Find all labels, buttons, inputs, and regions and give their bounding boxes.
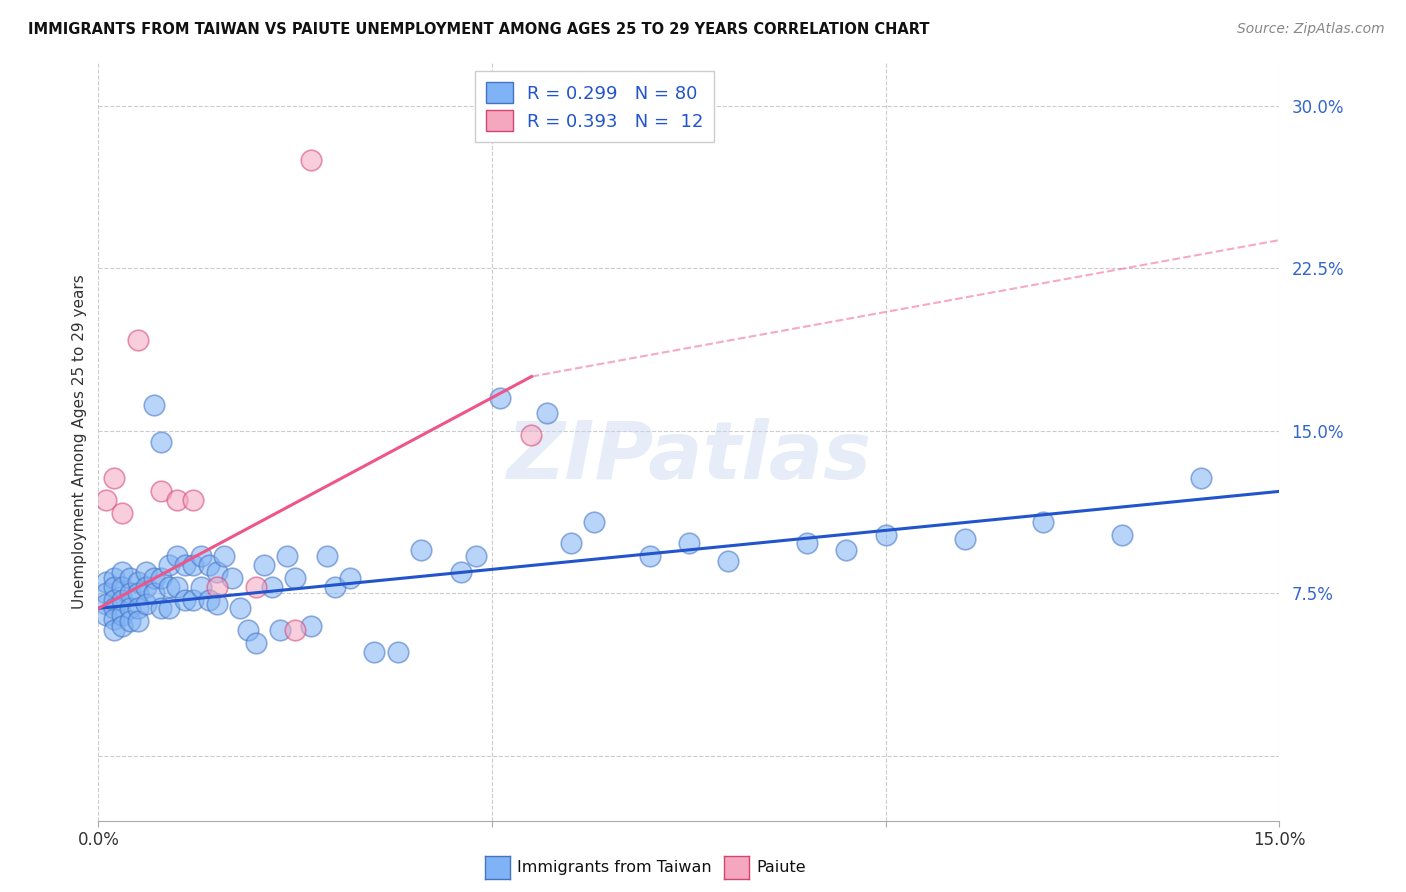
Point xyxy=(638,549,661,564)
Point xyxy=(157,601,180,615)
Point xyxy=(96,586,118,600)
Point xyxy=(135,565,157,579)
Point xyxy=(253,558,276,572)
Text: IMMIGRANTS FROM TAIWAN VS PAIUTE UNEMPLOYMENT AMONG AGES 25 TO 29 YEARS CORRELAT: IMMIGRANTS FROM TAIWAN VS PAIUTE UNEMPLO… xyxy=(28,22,929,37)
Point xyxy=(127,615,149,629)
Point xyxy=(96,607,118,622)
Point xyxy=(205,580,228,594)
Point xyxy=(174,558,197,572)
Point xyxy=(181,493,204,508)
Point xyxy=(166,549,188,564)
Point xyxy=(299,618,322,632)
Point xyxy=(299,153,322,167)
Point xyxy=(118,615,141,629)
Point xyxy=(315,549,337,564)
Point xyxy=(205,565,228,579)
Point xyxy=(103,592,125,607)
Point xyxy=(135,580,157,594)
Point xyxy=(150,571,173,585)
Point xyxy=(197,592,219,607)
Point xyxy=(450,565,472,579)
Point xyxy=(166,580,188,594)
Point xyxy=(111,565,134,579)
Point xyxy=(411,542,433,557)
Point xyxy=(181,592,204,607)
Point xyxy=(157,580,180,594)
Point xyxy=(236,623,259,637)
Point xyxy=(166,493,188,508)
Point xyxy=(363,645,385,659)
Point xyxy=(118,586,141,600)
Point xyxy=(717,554,740,568)
Point xyxy=(111,618,134,632)
Y-axis label: Unemployment Among Ages 25 to 29 years: Unemployment Among Ages 25 to 29 years xyxy=(72,274,87,609)
Point xyxy=(190,580,212,594)
Point xyxy=(103,612,125,626)
Point xyxy=(103,623,125,637)
Point xyxy=(103,571,125,585)
Point xyxy=(269,623,291,637)
Point xyxy=(560,536,582,550)
Point xyxy=(678,536,700,550)
Point xyxy=(150,601,173,615)
Point xyxy=(489,391,512,405)
Point xyxy=(118,601,141,615)
Point xyxy=(1189,471,1212,485)
Point xyxy=(214,549,236,564)
Point xyxy=(245,636,267,650)
Point xyxy=(111,592,134,607)
Point xyxy=(520,428,543,442)
Text: Paiute: Paiute xyxy=(756,861,806,875)
Point xyxy=(387,645,409,659)
Point xyxy=(96,597,118,611)
Point xyxy=(118,571,141,585)
Point xyxy=(103,580,125,594)
Point xyxy=(229,601,252,615)
Point xyxy=(536,406,558,420)
Point xyxy=(111,506,134,520)
Point xyxy=(221,571,243,585)
Point xyxy=(465,549,488,564)
Text: ZIPatlas: ZIPatlas xyxy=(506,417,872,496)
Point xyxy=(197,558,219,572)
Point xyxy=(111,607,134,622)
Point xyxy=(174,592,197,607)
Point xyxy=(103,471,125,485)
Legend: R = 0.299   N = 80, R = 0.393   N =  12: R = 0.299 N = 80, R = 0.393 N = 12 xyxy=(475,71,714,142)
Point xyxy=(284,623,307,637)
Point xyxy=(127,575,149,590)
Text: Source: ZipAtlas.com: Source: ZipAtlas.com xyxy=(1237,22,1385,37)
Point xyxy=(142,586,165,600)
Point xyxy=(150,434,173,449)
Point xyxy=(323,580,346,594)
Point xyxy=(103,601,125,615)
Point xyxy=(181,558,204,572)
Point xyxy=(835,542,858,557)
Point xyxy=(190,549,212,564)
Point xyxy=(157,558,180,572)
Point xyxy=(135,597,157,611)
Point xyxy=(205,597,228,611)
Point xyxy=(150,484,173,499)
Point xyxy=(796,536,818,550)
Point xyxy=(260,580,283,594)
Point xyxy=(1032,515,1054,529)
Point xyxy=(1111,527,1133,541)
Point xyxy=(284,571,307,585)
Point xyxy=(96,493,118,508)
Point xyxy=(127,333,149,347)
Point xyxy=(127,586,149,600)
Point xyxy=(127,601,149,615)
Text: Immigrants from Taiwan: Immigrants from Taiwan xyxy=(517,861,711,875)
Point xyxy=(276,549,298,564)
Point xyxy=(96,575,118,590)
Point xyxy=(339,571,361,585)
Point xyxy=(953,532,976,546)
Point xyxy=(111,580,134,594)
Point xyxy=(142,398,165,412)
Point xyxy=(245,580,267,594)
Point xyxy=(142,571,165,585)
Point xyxy=(875,527,897,541)
Point xyxy=(583,515,606,529)
